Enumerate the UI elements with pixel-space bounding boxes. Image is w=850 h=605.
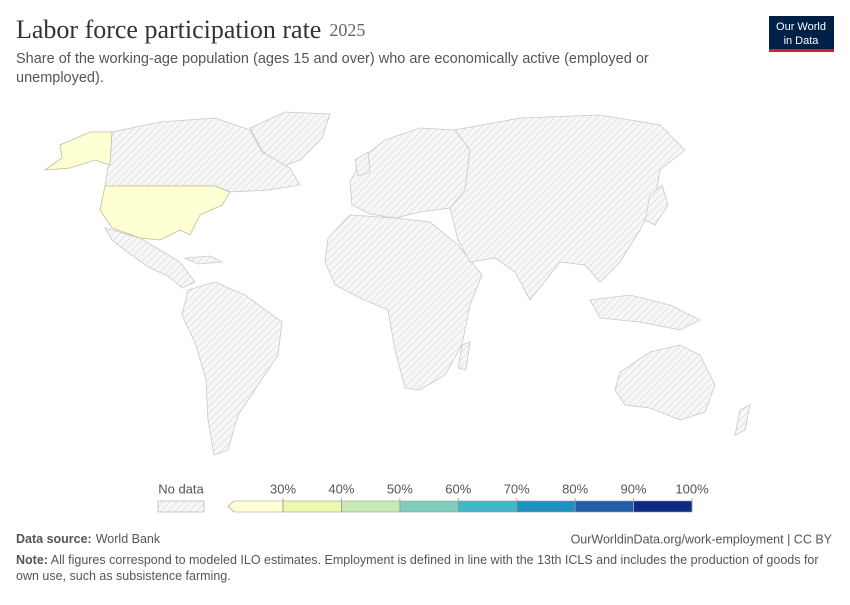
south-america <box>181 281 283 456</box>
no-data-swatch <box>157 500 205 513</box>
note-box: Note: All figures correspond to modeled … <box>16 552 836 584</box>
legend-tick-label: 100% <box>675 481 709 496</box>
subtitle: Share of the working-age population (age… <box>16 51 649 86</box>
logo-text: in Data <box>784 35 820 47</box>
subtitle-box: Share of the working-age population (age… <box>16 51 649 86</box>
legend-bin <box>399 500 459 513</box>
legend-tick-label: 90% <box>621 481 647 496</box>
no-data-label: No data <box>158 481 204 496</box>
note-label: Note: <box>16 553 48 567</box>
greenland <box>249 111 331 169</box>
source: Data source: World Bank <box>16 532 161 546</box>
japan <box>644 184 669 226</box>
source-text: World Bank <box>96 532 161 546</box>
legend-bin <box>227 500 284 513</box>
australia <box>614 344 716 421</box>
legend-tick-label: 70% <box>504 481 530 496</box>
title: Labor force participation rate 2025 <box>16 15 365 44</box>
note: Note: All figures correspond to modeled … <box>16 552 836 584</box>
legend-bin <box>457 500 518 513</box>
title-year: 2025 <box>329 20 365 40</box>
legend-tick-label: 60% <box>445 481 471 496</box>
caribbean <box>183 255 224 265</box>
legend-tick-label: 30% <box>270 481 296 496</box>
legend-tick-label: 80% <box>562 481 588 496</box>
legend-bin <box>282 500 342 513</box>
asia <box>449 114 686 301</box>
logo-bar <box>769 49 834 52</box>
southeast-asia-islands <box>589 294 701 331</box>
alaska <box>43 131 113 171</box>
legend-bin <box>516 500 576 513</box>
legend-bin <box>341 500 401 513</box>
uk <box>354 151 371 177</box>
legend-tick-label: 40% <box>328 481 354 496</box>
title-text: Labor force participation rate <box>16 15 321 44</box>
legend: No data 30% 40% 50% 60% 70% 80% 90% 100% <box>157 481 709 513</box>
source-label: Data source: <box>16 532 92 546</box>
logo-text: Our World <box>776 21 826 33</box>
legend-bin <box>633 500 693 513</box>
new-zealand <box>734 404 751 436</box>
madagascar <box>457 341 471 371</box>
mexico-central-america <box>104 227 196 289</box>
usa <box>99 185 231 241</box>
legend-tick-label: 50% <box>387 481 413 496</box>
legend-bin <box>574 500 634 513</box>
note-text: All figures correspond to modeled ILO es… <box>16 553 819 583</box>
africa <box>324 214 483 391</box>
logo[interactable] <box>769 16 834 52</box>
world-map <box>43 111 751 456</box>
url[interactable]: OurWorldinData.org/work-employment | CC … <box>571 532 833 546</box>
